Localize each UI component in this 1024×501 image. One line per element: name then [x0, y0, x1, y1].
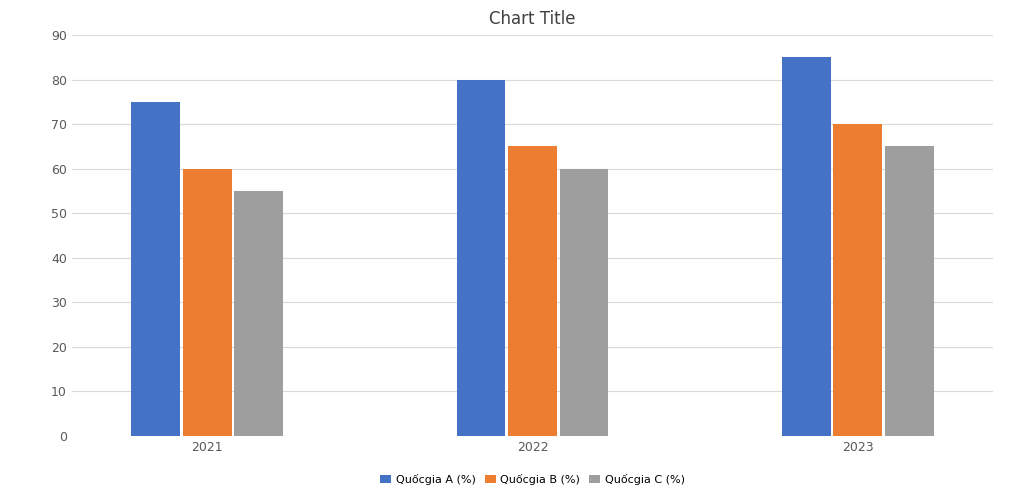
Bar [559, 169, 608, 436]
Bar [508, 146, 557, 436]
Legend: Quốcgia A (%), Quốcgia B (%), Quốcgia C (%): Quốcgia A (%), Quốcgia B (%), Quốcgia C … [376, 469, 689, 489]
Bar [885, 146, 934, 436]
Title: Chart Title: Chart Title [489, 10, 575, 28]
Bar [131, 102, 180, 436]
Bar [457, 80, 506, 436]
Bar [834, 124, 882, 436]
Bar [183, 169, 231, 436]
Bar [782, 57, 830, 436]
Bar [234, 191, 283, 436]
